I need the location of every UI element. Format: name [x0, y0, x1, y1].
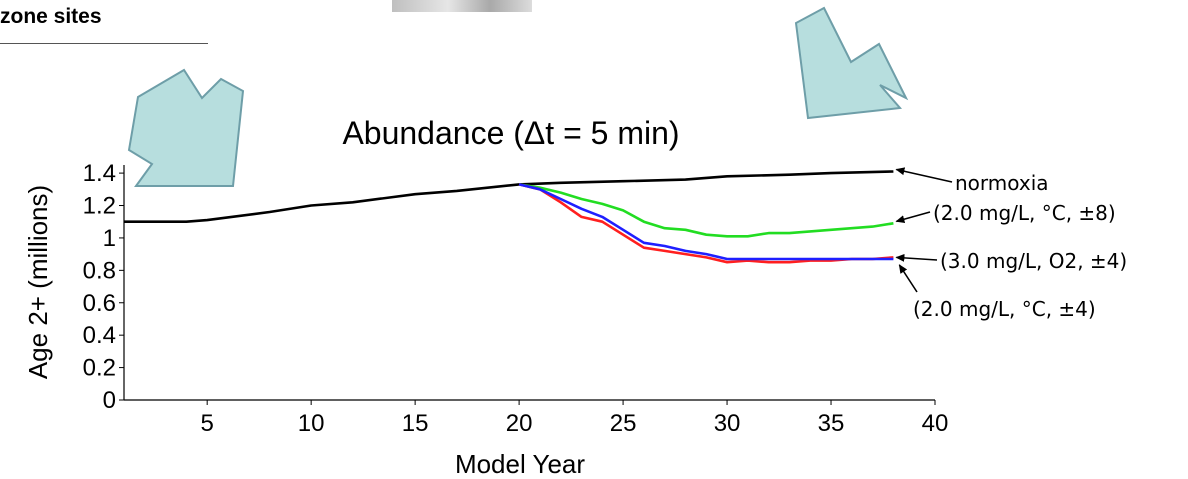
x-tick-label: 40 — [922, 410, 949, 437]
series-line-1 — [518, 183, 894, 238]
x-tick-label: 30 — [714, 410, 741, 437]
y-tick-label: 0 — [103, 387, 116, 414]
y-tick-label: 0.8 — [83, 257, 116, 284]
annotation-label: normoxia — [955, 171, 1049, 195]
chart-title: Abundance (Δt = 5 min) — [342, 115, 679, 151]
annotation-label: (2.0 mg/L, °C, ±4) — [913, 297, 1096, 321]
x-tick-label: 35 — [818, 410, 845, 437]
x-axis-label: Model Year — [455, 449, 585, 479]
y-axis-label: Age 2+ (millions) — [23, 185, 53, 379]
annotation-label: (2.0 mg/L, °C, ±8) — [933, 201, 1116, 225]
zone-sites-label: zone sites — [0, 0, 208, 44]
x-tick-label: 10 — [298, 410, 325, 437]
y-tick-label: 1 — [103, 225, 116, 252]
annotation-pointer — [898, 264, 918, 293]
annotation-pointer — [895, 211, 931, 224]
series-line-3 — [518, 183, 894, 261]
annotation-pointer — [895, 167, 953, 183]
series-line-2 — [518, 183, 894, 264]
x-tick-label: 5 — [200, 410, 213, 437]
photo-strip — [392, 0, 532, 12]
down-right-arrow-icon — [127, 68, 245, 187]
y-tick-label: 0.4 — [83, 322, 116, 349]
y-tick-label: 0.2 — [83, 355, 116, 382]
y-tick-label: 0.6 — [83, 290, 116, 317]
x-tick-label: 15 — [402, 410, 429, 437]
y-tick-label: 1.4 — [83, 160, 116, 187]
annotation-pointer — [895, 253, 938, 262]
x-tick-label: 25 — [610, 410, 637, 437]
annotation-label: (3.0 mg/L, O2, ±4) — [940, 249, 1127, 273]
x-tick-label: 20 — [506, 410, 533, 437]
down-left-arrow-icon — [794, 6, 909, 120]
series-line-0 — [124, 170, 894, 223]
zone-sites-text: zone sites — [0, 5, 102, 28]
y-tick-label: 1.2 — [83, 193, 116, 220]
